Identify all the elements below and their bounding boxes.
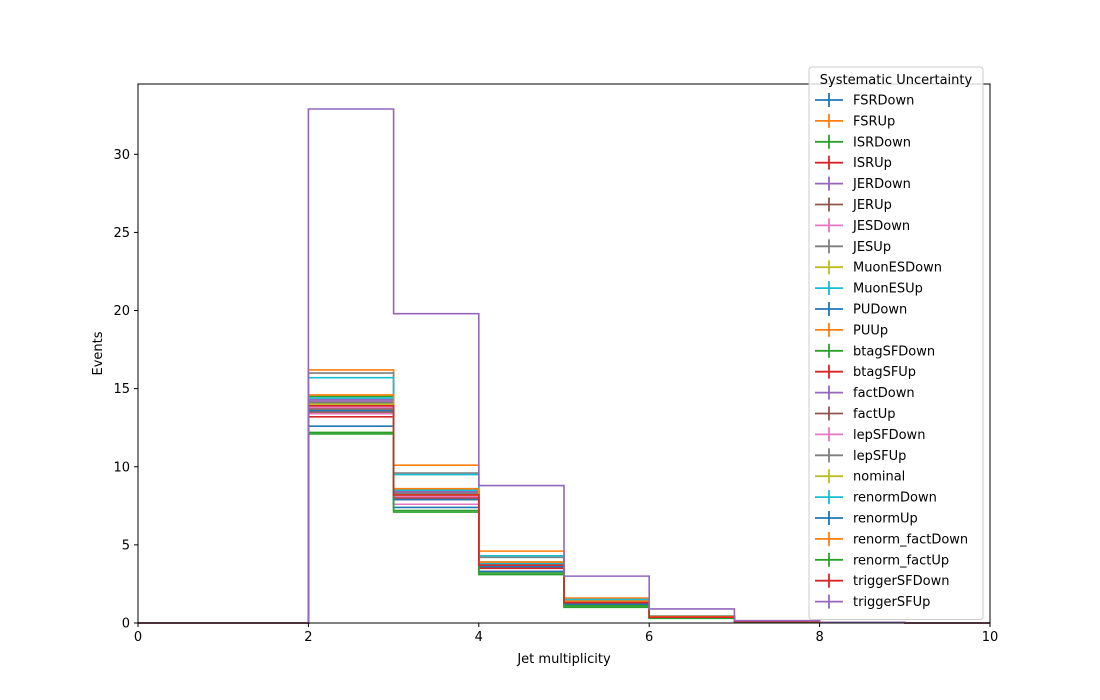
legend-label: btagSFDown [853,344,935,359]
legend-label: JESUp [852,240,891,255]
legend-box [808,66,984,620]
legend-label: FSRUp [853,114,895,129]
x-axis: 0 2 4 6 8 10 [134,623,998,645]
legend-label: nominal [853,470,905,485]
legend-entry-PUDown: PUDown [815,302,907,318]
legend-label: MuonESUp [853,282,923,297]
legend-label: lepSFUp [853,449,906,464]
legend-entry-factUp: factUp [815,406,896,422]
legend-label: JESDown [852,219,910,234]
y-axis-label: Events [91,331,106,375]
x-tick-label: 6 [645,630,653,645]
y-tick-label: 20 [113,304,130,319]
legend-label: PUUp [853,323,888,338]
legend-entry-renorm_factUp: renorm_factUp [815,552,949,568]
legend-entry-renormUp: renormUp [815,511,918,527]
y-tick-label: 15 [113,382,130,397]
legend-entry-lepSFDown: lepSFDown [815,427,925,443]
legend-label: renorm_factUp [853,553,949,568]
x-tick-label: 0 [134,630,142,645]
legend-label: MuonESDown [853,261,942,276]
axes-frame [137,83,991,624]
legend-label: renormUp [853,512,918,527]
legend-label: ISRUp [853,156,892,171]
y-tick-label: 0 [122,617,130,632]
legend-entry-JESUp: JESUp [815,239,891,255]
x-axis-label: Jet multiplicity [516,652,611,667]
legend-label: lepSFDown [853,428,925,443]
legend-entry-renormDown: renormDown [815,490,937,506]
legend-label: renormDown [853,491,937,506]
series-line-triggerSFUp [138,108,990,624]
legend-entry-renorm_factDown: renorm_factDown [815,531,968,547]
x-tick-label: 10 [982,630,999,645]
legend-entry-triggerSFDown: triggerSFDown [815,573,949,589]
legend-entry-JERDown: JERDown [815,176,911,192]
x-tick-label: 8 [815,630,823,645]
legend-entry-btagSFUp: btagSFUp [815,364,916,380]
y-axis: 0 5 10 15 20 25 30 [113,148,138,632]
legend-entry-triggerSFUp: triggerSFUp [815,594,930,610]
legend-label: triggerSFUp [853,595,930,610]
y-tick-label: 30 [113,148,130,163]
legend-entry-JERUp: JERUp [815,197,892,213]
legend-entry-PUUp: PUUp [815,322,888,338]
legend-title: Systematic Uncertainty [820,73,973,88]
y-tick-label: 10 [113,460,130,475]
legend-label: triggerSFDown [853,574,949,589]
legend-entry-btagSFDown: btagSFDown [815,343,935,359]
legend-label: JERDown [852,177,911,192]
legend-entry-lepSFUp: lepSFUp [815,448,906,464]
legend-label: factDown [853,386,915,401]
legend-label: btagSFUp [853,365,916,380]
legend-label: factUp [853,407,896,422]
legend-label: FSRDown [853,94,914,109]
legend-label: PUDown [853,303,907,318]
y-tick-label: 25 [113,226,130,241]
y-tick-label: 5 [122,538,130,553]
legend-entry-MuonESUp: MuonESUp [815,281,923,297]
x-tick-label: 4 [475,630,483,645]
legend-entries: FSRDown FSRUp ISRDown ISRUp JERDown JERUp JESD… [815,93,968,610]
legend-entry-FSRUp: FSRUp [815,113,895,129]
legend: Systematic Uncertainty FSRDown FSRUp ISRDo… [808,66,984,620]
legend-entry-MuonESDown: MuonESDown [815,260,942,276]
legend-label: renorm_factDown [853,532,968,547]
legend-entry-ISRUp: ISRUp [815,155,892,171]
legend-entry-JESDown: JESDown [815,218,910,234]
legend-entry-nominal: nominal [815,469,905,485]
legend-entry-ISRDown: ISRDown [815,134,911,150]
legend-label: ISRDown [853,135,911,150]
legend-entry-factDown: factDown [815,385,915,401]
legend-entry-FSRDown: FSRDown [815,93,914,109]
legend-label: JERUp [852,198,892,213]
x-tick-label: 2 [304,630,312,645]
